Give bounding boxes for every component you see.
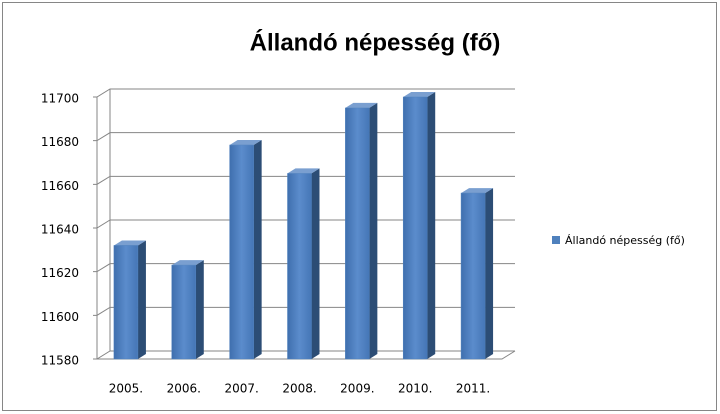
bar-side	[311, 168, 320, 359]
y-tick-label: 11700	[41, 92, 79, 106]
x-tick-label: 2005.	[109, 382, 143, 396]
x-tick-label: 2006.	[167, 382, 201, 396]
bar-side	[369, 102, 378, 360]
x-tick-label: 2009.	[340, 382, 374, 396]
bar-side	[427, 92, 436, 359]
bar-side	[195, 260, 204, 359]
bar-top	[345, 102, 378, 108]
bar-side	[137, 240, 146, 359]
legend-swatch	[552, 236, 560, 244]
bar-top	[461, 188, 494, 194]
bar-top	[287, 168, 320, 174]
y-tick-label: 11620	[41, 266, 79, 280]
bar	[113, 245, 139, 360]
legend: Állandó népesség (fő)	[552, 234, 685, 247]
chart-title: Állandó népesség (fő)	[250, 28, 501, 56]
y-tick-label: 11680	[41, 135, 79, 149]
legend-label: Állandó népesség (fő)	[565, 234, 685, 247]
x-tick-label: 2007.	[224, 382, 258, 396]
bar	[460, 192, 486, 360]
bar	[171, 264, 197, 360]
grid-line	[93, 132, 515, 142]
y-tick-label: 11640	[41, 223, 79, 237]
y-tick-label: 11600	[41, 310, 79, 324]
bar-top	[229, 140, 262, 146]
bar-side	[253, 140, 262, 359]
bar	[345, 107, 370, 360]
x-tick-label: 2008.	[282, 382, 316, 396]
y-tick-label: 11580	[41, 354, 79, 368]
bar	[287, 173, 312, 360]
x-tick-label: 2011.	[456, 382, 490, 396]
x-tick-label: 2010.	[398, 382, 432, 396]
bar-top	[171, 260, 204, 266]
bar-side	[485, 188, 494, 359]
bar	[229, 144, 254, 360]
y-tick-label: 11660	[41, 179, 79, 193]
bar-top	[113, 240, 146, 246]
grid-line	[93, 88, 515, 98]
bar	[402, 96, 428, 360]
bar-top	[403, 92, 436, 97]
